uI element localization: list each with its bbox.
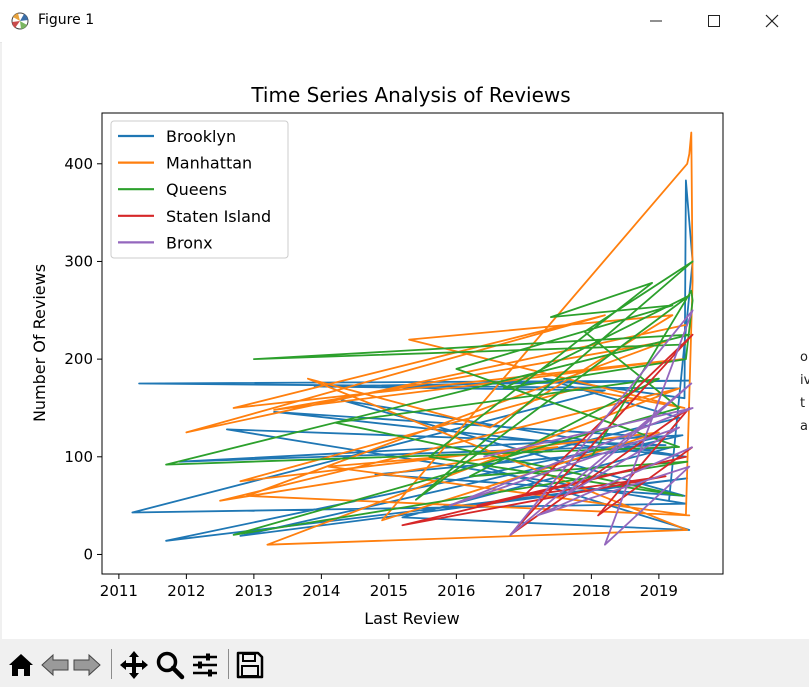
x-tick-label: 2011 <box>100 582 138 600</box>
series-line-manhattan <box>185 131 694 546</box>
series-line-bronx <box>448 309 694 546</box>
pan-button[interactable] <box>118 649 150 681</box>
home-icon <box>9 654 33 676</box>
close-icon <box>765 14 779 28</box>
series-layer <box>131 131 694 546</box>
x-axis: 2011 2012 2013 2014 2015 2016 2017 2018 2019 <box>100 574 678 600</box>
series-line-queens <box>165 260 694 536</box>
minimize-icon <box>650 20 662 22</box>
y-tick-label: 200 <box>64 350 93 368</box>
right-edge-text-4: a <box>800 419 808 434</box>
maximize-button[interactable] <box>685 0 743 42</box>
y-axis: 0 100 200 300 400 <box>64 155 102 563</box>
x-axis-label: Last Review <box>364 609 460 628</box>
back-arrow-icon <box>41 653 69 677</box>
legend-label: Brooklyn <box>166 127 236 146</box>
y-axis-label: Number Of Reviews <box>30 264 49 422</box>
x-tick-label: 2013 <box>235 582 273 600</box>
pan-move-icon <box>120 651 148 679</box>
y-tick-label: 400 <box>64 155 93 173</box>
toolbar-separator <box>111 649 112 679</box>
x-tick-label: 2015 <box>370 582 408 600</box>
home-button[interactable] <box>5 649 37 681</box>
navigation-toolbar <box>0 639 809 687</box>
y-tick-label: 300 <box>64 252 93 270</box>
save-button[interactable] <box>234 649 266 681</box>
forward-button[interactable] <box>71 649 103 681</box>
zoom-button[interactable] <box>154 649 186 681</box>
save-floppy-icon <box>236 651 264 679</box>
y-tick-label: 100 <box>64 448 93 466</box>
maximize-icon <box>708 15 720 27</box>
minimize-button[interactable] <box>627 0 685 42</box>
configure-subplots-icon <box>193 653 217 677</box>
close-button[interactable] <box>743 0 801 42</box>
line-chart[interactable]: Time Series Analysis of Reviews 2011 2012… <box>2 42 806 639</box>
legend-label: Manhattan <box>166 154 252 173</box>
window-titlebar: Figure 1 <box>0 0 809 43</box>
x-tick-label: 2012 <box>167 582 205 600</box>
x-tick-label: 2014 <box>302 582 340 600</box>
zoom-magnifier-icon <box>156 651 185 680</box>
configure-subplots-button[interactable] <box>189 649 221 681</box>
x-tick-label: 2017 <box>505 582 543 600</box>
legend-label: Queens <box>166 180 227 199</box>
right-edge-strip <box>806 42 809 639</box>
y-tick-label: 0 <box>83 545 93 563</box>
plot-area-frame <box>101 112 724 575</box>
series-line-brooklyn <box>131 179 694 542</box>
toolbar-separator <box>228 649 229 679</box>
window-title: Figure 1 <box>38 12 95 28</box>
right-edge-text-1: o <box>800 350 808 365</box>
legend-label: Staten Island <box>166 207 271 226</box>
x-tick-label: 2019 <box>640 582 678 600</box>
figure-canvas: Time Series Analysis of Reviews 2011 2012… <box>2 42 806 639</box>
right-edge-text-2: iv <box>800 373 809 388</box>
chart-title: Time Series Analysis of Reviews <box>250 83 570 107</box>
legend: Brooklyn Manhattan Queens Staten Island Bron… <box>110 120 289 259</box>
matplotlib-app-icon <box>11 12 29 30</box>
x-tick-label: 2018 <box>572 582 610 600</box>
legend-label: Bronx <box>166 233 213 252</box>
forward-arrow-icon <box>73 653 101 677</box>
right-edge-text-3: t <box>800 396 806 411</box>
x-tick-label: 2016 <box>437 582 475 600</box>
legend-box <box>110 120 289 259</box>
back-button[interactable] <box>39 649 71 681</box>
